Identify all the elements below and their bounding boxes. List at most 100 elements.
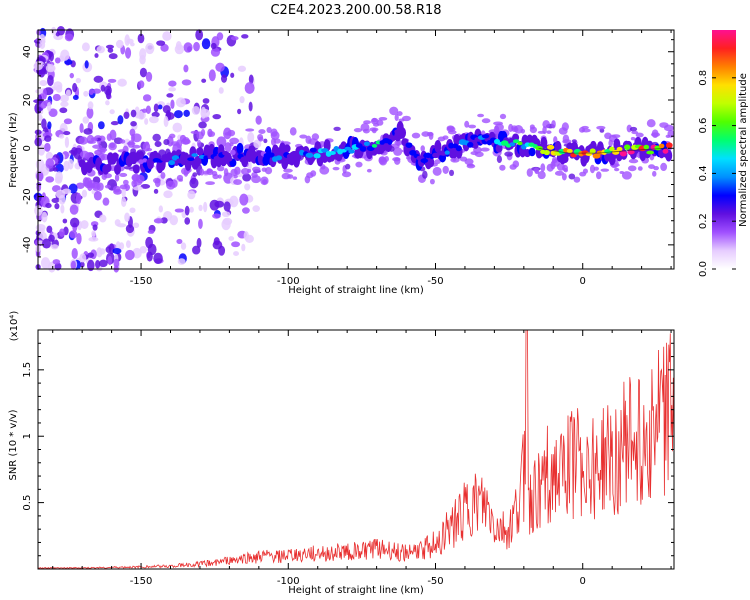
noise-blob <box>187 190 196 200</box>
halo-blob <box>619 170 625 174</box>
noise-blob <box>81 189 88 198</box>
noise-blob <box>242 173 252 182</box>
ridge-core <box>309 147 317 153</box>
noise-blob <box>108 53 118 60</box>
noise-blob <box>160 43 169 52</box>
halo-blob <box>205 181 215 186</box>
colorbar-gradient <box>712 30 736 269</box>
noise-blob <box>116 223 127 228</box>
noise-blob <box>36 29 41 36</box>
noise-blob <box>163 115 169 128</box>
halo-blob <box>393 147 403 156</box>
noise-blob <box>169 215 179 226</box>
halo-blob <box>292 176 298 180</box>
spectrogram-panel: -150 -100 -50 0 -40 -20 0 20 40 Height of strai… <box>8 26 675 296</box>
halo-blob <box>264 166 273 175</box>
noise-blob <box>51 197 60 204</box>
halo-blob <box>540 163 546 172</box>
noise-blob <box>245 234 254 243</box>
halo-blob <box>437 136 446 142</box>
ridge-core <box>643 144 650 150</box>
halo-blob <box>245 128 255 132</box>
noise-blob <box>121 197 127 207</box>
noise-blob <box>154 140 162 148</box>
halo-blob <box>170 141 180 146</box>
y-tick-label: 20 <box>22 94 33 107</box>
noise-blob <box>105 246 112 254</box>
halo-blob <box>480 147 490 152</box>
halo-blob <box>534 170 540 175</box>
ridge-core <box>616 146 623 152</box>
noise-blob <box>94 53 99 58</box>
halo-blob <box>562 134 570 144</box>
y-tick-label: 1 <box>22 433 33 439</box>
noise-blob <box>69 72 75 79</box>
halo-blob <box>558 127 568 135</box>
noise-blob <box>239 96 245 104</box>
noise-blob <box>210 42 217 50</box>
ridge-core <box>646 150 655 155</box>
noise-blob <box>97 121 105 130</box>
noise-blob <box>110 121 119 126</box>
colorbar-tick-label: 0.0 <box>698 261 709 277</box>
halo-blob <box>449 169 455 177</box>
noise-blob <box>54 57 61 64</box>
halo-blob <box>509 164 517 170</box>
noise-blob <box>230 36 239 41</box>
noise-blob <box>215 62 225 72</box>
x-tick-label: 0 <box>580 576 586 587</box>
noise-blob <box>130 121 137 127</box>
noise-blob <box>184 205 190 216</box>
noise-blob <box>37 143 46 156</box>
halo-blob <box>333 126 341 131</box>
halo-blob <box>477 113 485 118</box>
noise-blob <box>52 167 58 172</box>
noise-blob <box>112 247 122 254</box>
noise-blob <box>87 252 95 259</box>
noise-blob <box>55 189 66 199</box>
halo-blob <box>411 132 421 139</box>
noise-blob <box>72 82 78 93</box>
noise-blob <box>184 217 191 225</box>
halo-blob <box>429 178 435 185</box>
noise-blob <box>52 93 61 102</box>
noise-blob <box>96 247 103 258</box>
halo-blob <box>378 116 388 121</box>
noise-blob <box>177 258 186 265</box>
noise-blob <box>64 136 70 148</box>
halo-blob <box>182 136 190 145</box>
noise-blob <box>130 109 137 118</box>
noise-blob <box>125 224 135 234</box>
noise-blob <box>48 108 58 118</box>
halo-blob <box>366 168 372 173</box>
halo-blob <box>464 120 470 128</box>
noise-blob <box>105 100 110 106</box>
halo-blob <box>396 111 403 116</box>
ridge-core <box>481 134 490 139</box>
halo-blob <box>511 127 519 133</box>
x-tick-label: -100 <box>277 276 300 287</box>
ridge-body <box>540 136 548 149</box>
halo-blob <box>353 128 363 133</box>
ridge-core <box>355 143 363 148</box>
noise-blob <box>209 199 220 211</box>
snr-panel: -150 -100 -50 0 0.5 1 1.5 Height of straight … <box>8 311 675 596</box>
spectrogram-y-ticks: -40 -20 0 20 40 <box>22 39 674 258</box>
noise-blob <box>80 261 85 268</box>
halo-blob <box>119 139 126 144</box>
noise-blob <box>45 64 56 73</box>
noise-blob <box>193 41 200 52</box>
noise-blob <box>244 183 251 191</box>
halo-blob <box>289 127 297 136</box>
noise-blob <box>162 105 171 114</box>
noise-blob <box>247 160 252 171</box>
ridge-core <box>267 152 275 158</box>
noise-blob <box>69 204 79 215</box>
ridge-core <box>512 139 520 144</box>
noise-blob <box>49 51 54 62</box>
noise-blob <box>145 105 151 114</box>
ridge-core <box>168 160 176 166</box>
halo-blob <box>208 131 216 137</box>
spectrogram-x-axis-label: Height of straight line (km) <box>288 285 424 296</box>
noise-blob <box>88 236 99 242</box>
